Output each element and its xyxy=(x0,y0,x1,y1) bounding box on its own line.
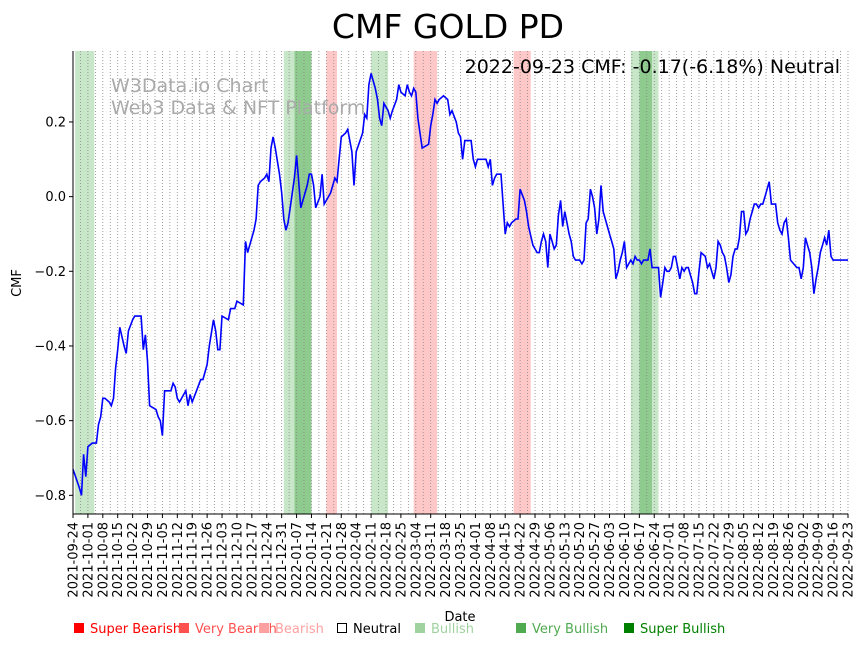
legend-swatch-neutral xyxy=(337,623,347,633)
cmf-series-line xyxy=(72,73,848,496)
y-tick-label: −0.8 xyxy=(34,489,66,504)
x-tick-label: 2022-08-26 xyxy=(782,522,797,598)
x-tick-label: 2022-09-02 xyxy=(797,522,812,598)
x-tick-label: 2022-07-08 xyxy=(678,522,693,598)
x-tick-label: 2022-06-17 xyxy=(633,522,648,598)
legend-swatch-bearish xyxy=(259,623,269,633)
region-bearish-3 xyxy=(326,51,338,514)
legend-swatch-very-bearish xyxy=(179,623,189,633)
x-tick-label: 2022-02-11 xyxy=(365,522,380,598)
vertical-gridlines xyxy=(72,51,849,514)
x-tick-label: 2022-02-18 xyxy=(379,522,394,598)
legend-label-very-bearish: Very Bearish xyxy=(195,622,277,637)
x-tick-label: 2022-05-27 xyxy=(588,522,603,598)
legend-swatch-very-bullish xyxy=(516,623,526,633)
x-tick-label: 2022-02-25 xyxy=(394,522,409,598)
legend-label-bullish: Bullish xyxy=(431,622,474,637)
x-tick-label: 2022-04-29 xyxy=(529,522,544,598)
legend-label-bearish: Bearish xyxy=(275,622,324,637)
region-bullish-7 xyxy=(630,51,640,514)
x-tick-label: 2021-10-01 xyxy=(81,522,96,598)
x-tick-label: 2021-11-19 xyxy=(186,522,201,598)
x-tick-label: 2022-05-06 xyxy=(543,522,558,598)
x-tick-label: 2021-12-31 xyxy=(275,522,290,598)
x-tick-label: 2021-10-15 xyxy=(111,522,126,598)
legend-swatch-bullish xyxy=(415,623,425,633)
x-tick-label: 2022-09-09 xyxy=(812,522,827,598)
x-tick-label: 2022-04-08 xyxy=(484,522,499,598)
region-bullish-0 xyxy=(75,51,95,514)
x-tick-label: 2022-04-15 xyxy=(499,522,514,598)
x-tick-label: 2022-07-29 xyxy=(722,522,737,598)
x-tick-label: 2022-05-20 xyxy=(573,522,588,598)
watermark-line-1: W3Data.io Chart xyxy=(111,75,268,97)
legend-swatch-super-bullish xyxy=(624,623,634,633)
region-bearish-5 xyxy=(413,51,438,514)
x-tick-label: 2022-06-03 xyxy=(603,522,618,598)
x-axis-ticks: 2021-09-24 2021-10-01 2021-10-08 2021-10-15… xyxy=(67,514,857,598)
x-tick-label: 2022-03-25 xyxy=(454,522,469,598)
legend-label-super-bearish: Super Bearish xyxy=(90,622,181,637)
x-tick-label: 2022-07-15 xyxy=(692,522,707,598)
y-tick-label: −0.4 xyxy=(34,339,66,354)
x-axis-label: Date xyxy=(444,610,475,625)
x-tick-label: 2022-01-21 xyxy=(320,522,335,598)
y-tick-label: −0.6 xyxy=(34,414,66,429)
x-tick-label: 2022-02-04 xyxy=(350,522,365,598)
x-tick-label: 2022-07-22 xyxy=(707,522,722,598)
region-bullish-9 xyxy=(652,51,659,514)
x-tick-label: 2022-01-28 xyxy=(335,522,350,598)
x-tick-label: 2022-01-07 xyxy=(290,522,305,598)
watermark-line-2: Web3 Data & NFT Platform xyxy=(111,97,365,119)
x-tick-label: 2022-04-22 xyxy=(514,522,529,598)
y-tick-label: 0.2 xyxy=(45,115,66,130)
region-bullish-4 xyxy=(371,51,389,514)
region-very-bullish-1 xyxy=(294,51,312,514)
x-tick-label: 2022-07-01 xyxy=(663,522,678,598)
x-tick-label: 2021-12-03 xyxy=(216,522,231,598)
x-tick-label: 2021-11-12 xyxy=(171,522,186,598)
chart-annotation: 2022-09-23 CMF: -0.17(-6.18%) Neutral xyxy=(465,56,840,78)
y-axis-label: CMF xyxy=(10,269,25,297)
x-tick-label: 2022-06-24 xyxy=(648,522,663,598)
x-tick-label: 2022-08-19 xyxy=(767,522,782,598)
legend-label-neutral: Neutral xyxy=(353,622,401,637)
legend-swatch-super-bearish xyxy=(74,623,84,633)
region-bearish-6 xyxy=(513,51,531,514)
region-very-bullish-8 xyxy=(639,51,653,514)
legend-label-super-bullish: Super Bullish xyxy=(640,622,725,637)
x-tick-label: 2022-03-11 xyxy=(424,522,439,598)
x-tick-label: 2022-06-10 xyxy=(618,522,633,598)
sentiment-regions xyxy=(75,51,659,514)
chart-title: CMF GOLD PD xyxy=(332,7,564,46)
legend-label-very-bullish: Very Bullish xyxy=(532,622,608,637)
y-axis-ticks: −0.8 −0.6 −0.4 −0.2 0.0 0.2 xyxy=(34,115,73,504)
x-tick-label: 2022-09-16 xyxy=(827,522,842,598)
x-tick-label: 2021-12-10 xyxy=(230,522,245,598)
x-tick-label: 2022-09-23 xyxy=(842,522,857,598)
x-tick-label: 2021-11-26 xyxy=(201,522,216,598)
x-tick-label: 2022-03-04 xyxy=(409,522,424,598)
y-tick-label: −0.2 xyxy=(34,265,66,280)
x-tick-label: 2022-01-14 xyxy=(305,522,320,598)
x-tick-label: 2021-12-24 xyxy=(260,522,275,598)
x-tick-label: 2022-08-12 xyxy=(752,522,767,598)
y-tick-label: 0.0 xyxy=(45,190,66,205)
x-tick-label: 2021-10-29 xyxy=(141,522,156,598)
x-tick-label: 2021-09-24 xyxy=(67,522,82,598)
x-tick-label: 2022-04-01 xyxy=(469,522,484,598)
x-tick-label: 2021-10-22 xyxy=(126,522,141,598)
x-tick-label: 2022-03-18 xyxy=(439,522,454,598)
x-tick-label: 2022-08-05 xyxy=(737,522,752,598)
x-tick-label: 2021-10-08 xyxy=(96,522,111,598)
x-tick-label: 2021-11-05 xyxy=(156,522,171,598)
x-tick-label: 2021-12-17 xyxy=(245,522,260,598)
x-tick-label: 2022-05-13 xyxy=(558,522,573,598)
